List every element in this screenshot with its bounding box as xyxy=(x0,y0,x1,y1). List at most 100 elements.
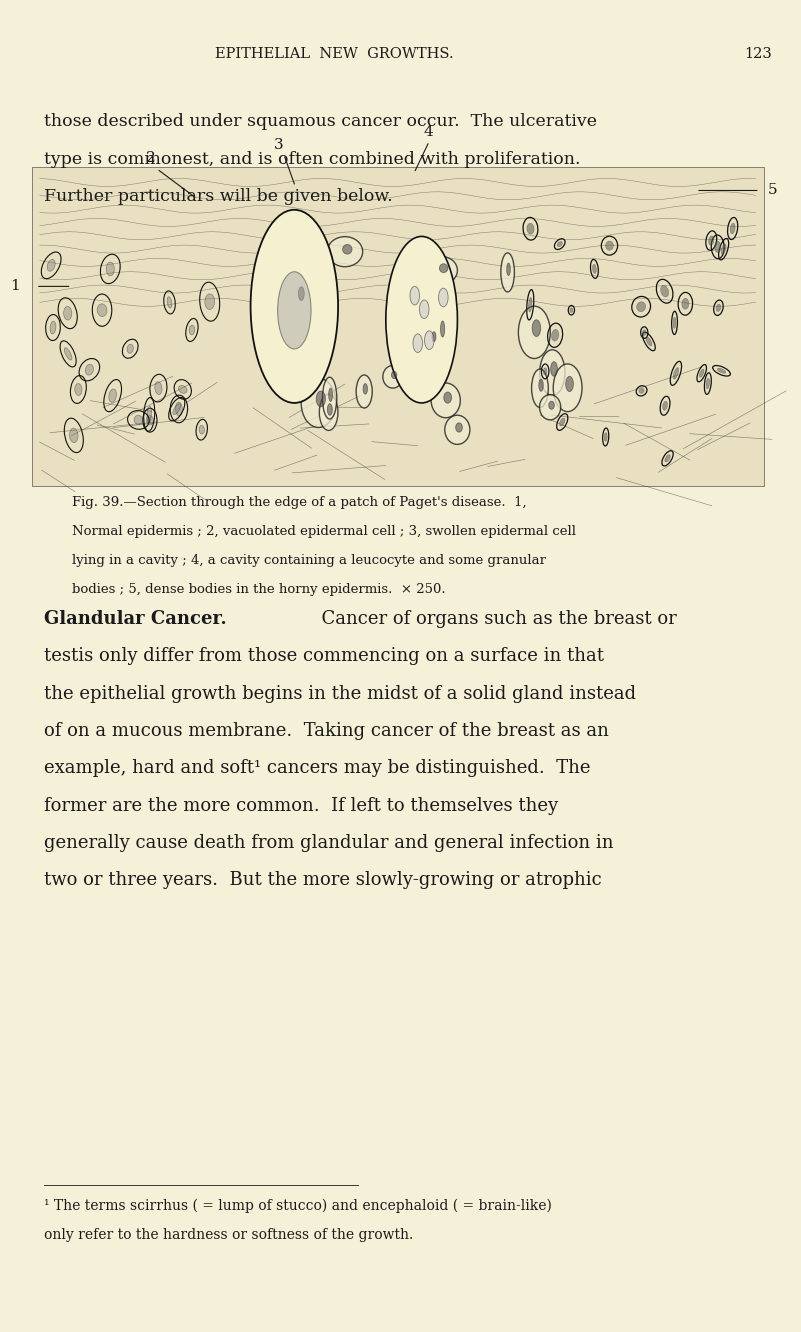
Ellipse shape xyxy=(425,324,441,354)
Ellipse shape xyxy=(501,253,514,292)
Ellipse shape xyxy=(709,236,714,245)
Ellipse shape xyxy=(173,404,181,414)
Text: lying in a cavity ; 4, a cavity containing a leucocyte and some granular: lying in a cavity ; 4, a cavity containi… xyxy=(71,554,545,567)
Ellipse shape xyxy=(64,348,72,360)
Ellipse shape xyxy=(328,404,332,416)
Ellipse shape xyxy=(425,257,457,284)
Ellipse shape xyxy=(289,276,311,318)
Ellipse shape xyxy=(549,401,554,409)
Ellipse shape xyxy=(673,317,676,329)
Ellipse shape xyxy=(721,244,726,254)
Ellipse shape xyxy=(175,402,183,416)
Ellipse shape xyxy=(167,297,172,308)
Ellipse shape xyxy=(413,334,423,353)
Ellipse shape xyxy=(392,372,396,378)
Text: generally cause death from glandular and general infection in: generally cause death from glandular and… xyxy=(44,834,614,852)
Ellipse shape xyxy=(278,272,311,349)
Ellipse shape xyxy=(189,325,195,334)
Ellipse shape xyxy=(665,454,670,462)
Ellipse shape xyxy=(445,416,470,445)
Ellipse shape xyxy=(320,394,338,430)
Ellipse shape xyxy=(107,262,115,276)
Ellipse shape xyxy=(532,320,541,337)
Text: 1: 1 xyxy=(10,280,20,293)
Ellipse shape xyxy=(127,344,133,353)
Text: Cancer of organs such as the breast or: Cancer of organs such as the breast or xyxy=(310,610,677,629)
Ellipse shape xyxy=(570,308,573,313)
Ellipse shape xyxy=(682,298,689,309)
Ellipse shape xyxy=(439,288,448,306)
Ellipse shape xyxy=(642,330,646,336)
Ellipse shape xyxy=(363,384,368,394)
Ellipse shape xyxy=(434,308,449,358)
Ellipse shape xyxy=(639,389,644,393)
Ellipse shape xyxy=(606,241,614,250)
Ellipse shape xyxy=(316,392,325,406)
Ellipse shape xyxy=(299,286,304,301)
Text: Glandular Cancer.: Glandular Cancer. xyxy=(44,610,227,629)
Ellipse shape xyxy=(714,241,721,253)
Ellipse shape xyxy=(97,304,107,317)
Ellipse shape xyxy=(47,260,55,272)
Ellipse shape xyxy=(147,406,151,422)
Ellipse shape xyxy=(179,385,187,393)
Ellipse shape xyxy=(550,362,557,376)
Ellipse shape xyxy=(552,329,559,341)
Ellipse shape xyxy=(323,377,336,420)
Text: ¹ The terms scirrhus ( = lump of stucco) and encephaloid ( = brain-like): ¹ The terms scirrhus ( = lump of stucco)… xyxy=(44,1199,552,1213)
Ellipse shape xyxy=(301,378,336,428)
Ellipse shape xyxy=(134,416,143,425)
Ellipse shape xyxy=(420,300,429,318)
Ellipse shape xyxy=(706,378,710,389)
Ellipse shape xyxy=(731,224,735,234)
Text: those described under squamous cancer occur.  The ulcerative: those described under squamous cancer oc… xyxy=(44,113,597,131)
Text: 5: 5 xyxy=(767,184,777,197)
Ellipse shape xyxy=(70,428,78,442)
Ellipse shape xyxy=(444,392,452,404)
Ellipse shape xyxy=(507,262,510,276)
Ellipse shape xyxy=(155,382,162,394)
Text: testis only differ from those commencing on a surface in that: testis only differ from those commencing… xyxy=(44,647,604,666)
Ellipse shape xyxy=(527,224,534,234)
Ellipse shape xyxy=(566,377,574,392)
Text: former are the more common.  If left to themselves they: former are the more common. If left to t… xyxy=(44,797,557,815)
Ellipse shape xyxy=(637,302,646,312)
Text: of on a mucous membrane.  Taking cancer of the breast as an: of on a mucous membrane. Taking cancer o… xyxy=(44,722,609,741)
Ellipse shape xyxy=(539,380,543,392)
Ellipse shape xyxy=(74,384,82,396)
Ellipse shape xyxy=(251,209,338,402)
Ellipse shape xyxy=(699,369,704,377)
Ellipse shape xyxy=(432,332,436,341)
Ellipse shape xyxy=(328,388,332,401)
Ellipse shape xyxy=(560,418,565,426)
Text: two or three years.  But the more slowly-growing or atrophic: two or three years. But the more slowly-… xyxy=(44,871,602,890)
Ellipse shape xyxy=(456,422,462,432)
Text: Fig. 39.—Section through the edge of a patch of Paget's disease.  1,: Fig. 39.—Section through the edge of a p… xyxy=(71,496,526,509)
Ellipse shape xyxy=(673,368,678,380)
Ellipse shape xyxy=(593,264,596,273)
Ellipse shape xyxy=(662,401,667,410)
Ellipse shape xyxy=(63,306,72,320)
Ellipse shape xyxy=(540,350,565,396)
Ellipse shape xyxy=(440,264,448,273)
Text: only refer to the hardness or softness of the growth.: only refer to the hardness or softness o… xyxy=(44,1228,413,1243)
Ellipse shape xyxy=(383,365,403,388)
Text: example, hard and soft¹ cancers may be distinguished.  The: example, hard and soft¹ cancers may be d… xyxy=(44,759,590,778)
Text: bodies ; 5, dense bodies in the horny epidermis.  × 250.: bodies ; 5, dense bodies in the horny ep… xyxy=(71,583,445,597)
Ellipse shape xyxy=(646,337,652,346)
Text: 2: 2 xyxy=(147,151,156,165)
Ellipse shape xyxy=(431,384,461,418)
Ellipse shape xyxy=(410,286,420,305)
Ellipse shape xyxy=(147,416,154,425)
Ellipse shape xyxy=(604,433,607,441)
Ellipse shape xyxy=(109,389,116,402)
Ellipse shape xyxy=(540,394,561,420)
Ellipse shape xyxy=(199,425,204,434)
Ellipse shape xyxy=(386,236,457,402)
Ellipse shape xyxy=(343,245,352,254)
Text: Normal epidermis ; 2, vacuolated epidermal cell ; 3, swollen epidermal cell: Normal epidermis ; 2, vacuolated epiderm… xyxy=(71,525,576,538)
Ellipse shape xyxy=(529,297,532,312)
Text: EPITHELIAL  NEW  GROWTHS.: EPITHELIAL NEW GROWTHS. xyxy=(215,47,453,61)
Ellipse shape xyxy=(328,237,363,266)
FancyBboxPatch shape xyxy=(32,166,763,486)
